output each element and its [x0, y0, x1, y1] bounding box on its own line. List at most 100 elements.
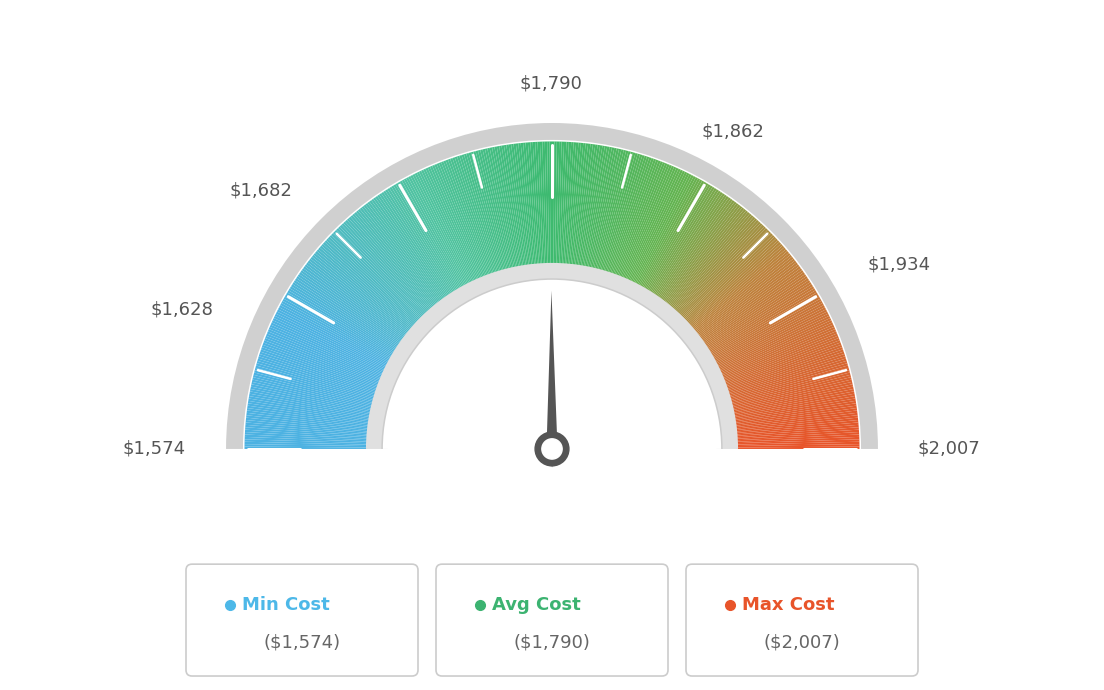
- Wedge shape: [250, 389, 371, 415]
- Wedge shape: [306, 262, 405, 338]
- Wedge shape: [413, 174, 469, 284]
- Wedge shape: [732, 382, 852, 410]
- Polygon shape: [546, 290, 558, 449]
- Wedge shape: [411, 175, 468, 285]
- Wedge shape: [245, 430, 368, 439]
- Wedge shape: [708, 284, 813, 351]
- Wedge shape: [733, 386, 853, 413]
- Wedge shape: [725, 345, 842, 388]
- Wedge shape: [574, 144, 591, 266]
- Wedge shape: [244, 446, 368, 449]
- Wedge shape: [252, 382, 372, 410]
- Wedge shape: [468, 152, 503, 271]
- Wedge shape: [556, 141, 562, 264]
- Wedge shape: [580, 145, 601, 267]
- Wedge shape: [624, 166, 675, 279]
- Text: $1,682: $1,682: [230, 181, 293, 199]
- Wedge shape: [518, 143, 533, 266]
- FancyBboxPatch shape: [436, 564, 668, 676]
- Wedge shape: [279, 305, 389, 364]
- Circle shape: [535, 432, 569, 466]
- Wedge shape: [272, 320, 384, 373]
- Wedge shape: [245, 432, 368, 440]
- Wedge shape: [312, 255, 408, 333]
- Wedge shape: [576, 144, 595, 266]
- Wedge shape: [669, 210, 749, 307]
- Wedge shape: [734, 406, 857, 424]
- Wedge shape: [733, 389, 854, 415]
- Wedge shape: [248, 401, 370, 422]
- Wedge shape: [397, 182, 460, 289]
- Wedge shape: [591, 148, 619, 269]
- Wedge shape: [637, 176, 696, 286]
- Wedge shape: [682, 232, 771, 319]
- Wedge shape: [275, 314, 386, 369]
- Wedge shape: [634, 172, 689, 284]
- Wedge shape: [598, 151, 630, 270]
- Wedge shape: [485, 148, 513, 269]
- Wedge shape: [315, 251, 411, 331]
- Wedge shape: [318, 248, 413, 329]
- Wedge shape: [735, 422, 859, 435]
- Circle shape: [542, 439, 562, 459]
- Wedge shape: [434, 164, 482, 279]
- Wedge shape: [725, 342, 841, 386]
- Wedge shape: [503, 145, 524, 267]
- Wedge shape: [693, 251, 789, 331]
- Wedge shape: [667, 209, 746, 306]
- Wedge shape: [295, 278, 399, 348]
- Wedge shape: [335, 230, 423, 319]
- Wedge shape: [735, 408, 857, 426]
- Wedge shape: [582, 146, 605, 267]
- Wedge shape: [415, 172, 470, 284]
- Wedge shape: [365, 203, 442, 302]
- Wedge shape: [728, 354, 846, 393]
- Wedge shape: [346, 220, 429, 313]
- Wedge shape: [248, 398, 370, 420]
- Wedge shape: [355, 210, 435, 307]
- Wedge shape: [264, 338, 380, 384]
- Wedge shape: [544, 141, 549, 264]
- Wedge shape: [432, 165, 481, 279]
- Wedge shape: [304, 266, 404, 340]
- Wedge shape: [459, 155, 498, 273]
- Wedge shape: [406, 177, 466, 286]
- Wedge shape: [461, 155, 499, 273]
- Wedge shape: [511, 144, 529, 266]
- Wedge shape: [283, 299, 391, 360]
- Wedge shape: [578, 144, 597, 266]
- Wedge shape: [680, 228, 767, 317]
- Wedge shape: [293, 282, 397, 350]
- Wedge shape: [284, 297, 392, 359]
- Text: Max Cost: Max Cost: [742, 596, 835, 614]
- Wedge shape: [362, 206, 439, 304]
- Wedge shape: [320, 246, 414, 328]
- Wedge shape: [250, 391, 371, 416]
- Wedge shape: [381, 192, 450, 295]
- Wedge shape: [308, 261, 406, 337]
- Wedge shape: [538, 141, 544, 265]
- Wedge shape: [245, 440, 368, 444]
- Wedge shape: [254, 373, 373, 404]
- Wedge shape: [252, 380, 372, 408]
- Wedge shape: [379, 193, 449, 296]
- Wedge shape: [455, 157, 495, 274]
- Wedge shape: [309, 259, 407, 336]
- Wedge shape: [736, 437, 859, 443]
- Wedge shape: [671, 214, 752, 308]
- Wedge shape: [245, 435, 368, 442]
- Wedge shape: [660, 200, 734, 301]
- Wedge shape: [567, 143, 581, 265]
- Wedge shape: [715, 307, 826, 365]
- Wedge shape: [651, 189, 719, 294]
- Wedge shape: [446, 159, 489, 276]
- Wedge shape: [630, 170, 686, 283]
- Wedge shape: [635, 174, 691, 284]
- Wedge shape: [247, 406, 370, 424]
- Wedge shape: [715, 305, 825, 364]
- Wedge shape: [256, 363, 375, 399]
- Wedge shape: [226, 123, 878, 449]
- Wedge shape: [623, 165, 672, 279]
- FancyBboxPatch shape: [185, 564, 418, 676]
- Wedge shape: [643, 181, 704, 288]
